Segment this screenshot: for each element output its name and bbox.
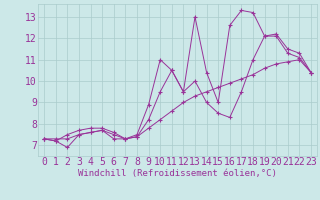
X-axis label: Windchill (Refroidissement éolien,°C): Windchill (Refroidissement éolien,°C) [78, 169, 277, 178]
